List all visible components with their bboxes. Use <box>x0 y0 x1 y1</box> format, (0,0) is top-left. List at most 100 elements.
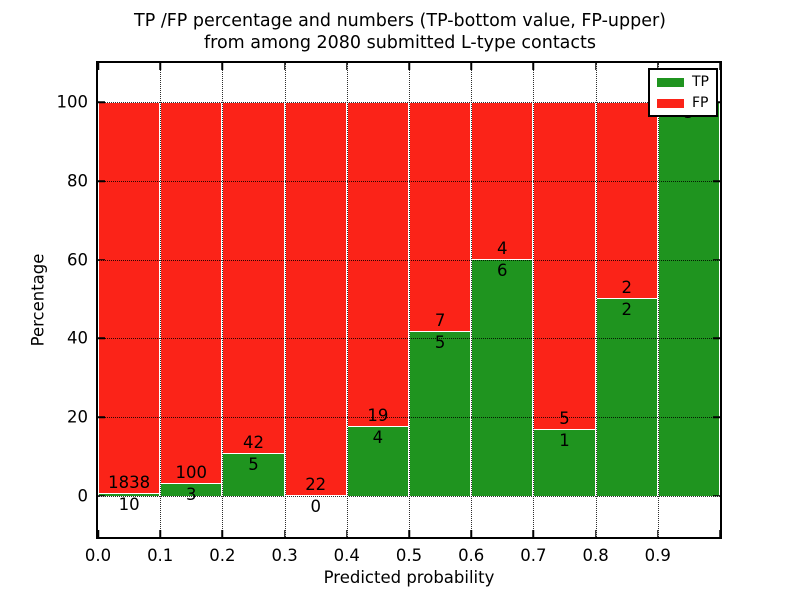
y-tick-mark <box>713 416 720 418</box>
tp-count-label: 2 <box>621 300 632 320</box>
x-tick-mark <box>159 63 161 70</box>
x-tick-mark <box>408 63 410 70</box>
tp-bar-segment <box>657 102 720 496</box>
legend-entry: FP <box>657 96 709 110</box>
plot-canvas: 1838101003425220194754651225 <box>97 63 721 537</box>
legend-entry-label: TP <box>692 74 709 90</box>
tp-bar-segment <box>409 331 472 496</box>
v-gridline <box>471 63 473 537</box>
x-tick-mark <box>657 530 659 537</box>
v-gridline <box>222 63 224 537</box>
fp-bar-segment <box>160 102 223 485</box>
v-gridline <box>284 63 286 537</box>
fp-bar-segment <box>222 102 285 454</box>
x-tick-mark <box>408 530 410 537</box>
x-tick-label: 0.6 <box>458 546 485 565</box>
legend-entry: TP <box>657 75 709 89</box>
tp-count-label: 5 <box>248 454 259 474</box>
tp-count-label: 3 <box>186 485 197 505</box>
v-gridline <box>595 63 597 537</box>
x-tick-mark <box>97 63 99 70</box>
fp-count-label: 42 <box>243 432 264 452</box>
tp-count-label: 5 <box>434 332 446 352</box>
legend: TP FP <box>648 68 718 117</box>
y-tick-mark <box>98 494 105 497</box>
y-tick-mark <box>98 180 105 182</box>
fp-bar-segment <box>595 102 658 299</box>
y-tick-mark <box>98 416 105 418</box>
fp-count-label: 19 <box>367 406 389 426</box>
tp-bar-segment <box>595 299 658 496</box>
v-gridline <box>657 63 659 537</box>
x-tick-mark <box>97 530 99 537</box>
v-gridline <box>409 63 410 537</box>
x-tick-mark <box>594 63 597 70</box>
tp-bar-segment <box>98 493 161 496</box>
x-tick-label: 0.0 <box>84 546 112 565</box>
y-tick-label: 20 <box>67 407 88 427</box>
x-tick-label: 0.8 <box>582 546 609 565</box>
x-tick-mark <box>594 530 597 537</box>
tp-bar-segment <box>471 259 534 496</box>
x-tick-mark <box>283 63 286 70</box>
fp-bar-segment <box>98 102 161 494</box>
y-tick-mark <box>98 337 105 340</box>
fp-bar-segment <box>284 102 347 496</box>
v-gridline <box>160 63 162 537</box>
y-tick-mark <box>98 101 105 104</box>
y-tick-label: 100 <box>56 92 89 112</box>
x-tick-mark <box>159 530 161 537</box>
y-tick-mark <box>713 494 720 497</box>
x-tick-label: 0.1 <box>147 546 174 565</box>
x-axis-label: Predicted probability <box>323 568 495 587</box>
x-tick-mark <box>532 530 535 537</box>
fp-count-label: 7 <box>434 310 446 330</box>
v-gridline <box>533 63 535 537</box>
x-tick-mark <box>346 63 348 70</box>
chart-title: TP /FP percentage and numbers (TP-bottom… <box>60 10 740 54</box>
tp-count-label: 10 <box>118 494 140 514</box>
fp-count-label: 1838 <box>108 472 151 492</box>
y-tick-mark <box>98 258 105 261</box>
x-tick-mark <box>719 530 721 537</box>
x-tick-label: 0.7 <box>520 546 547 565</box>
chart-title-line2: from among 2080 submitted L-type contact… <box>203 33 597 53</box>
fp-bar-segment <box>346 102 409 428</box>
x-tick-label: 0.3 <box>271 546 298 565</box>
fp-count-label: 2 <box>621 278 632 298</box>
v-gridline <box>346 63 348 537</box>
x-tick-mark <box>470 63 472 70</box>
chart-title-line1: TP /FP percentage and numbers (TP-bottom… <box>134 11 666 31</box>
fp-bar-segment <box>409 102 472 332</box>
fp-count-label: 5 <box>559 409 570 429</box>
tp-legend-swatch <box>657 77 684 87</box>
x-tick-mark <box>221 530 224 537</box>
legend-entry-label: FP <box>692 95 709 111</box>
tp-bar-segment <box>222 453 285 496</box>
x-tick-mark <box>470 530 472 537</box>
y-tick-mark <box>713 180 720 182</box>
fp-count-label: 100 <box>175 463 208 483</box>
x-tick-label: 0.4 <box>333 546 360 565</box>
fp-legend-swatch <box>657 98 684 108</box>
tp-count-label: 6 <box>497 260 508 280</box>
plot-area: 1838101003425220194754651225 <box>96 61 722 539</box>
x-tick-mark <box>719 63 721 70</box>
tp-bar-segment <box>533 430 596 496</box>
y-tick-mark <box>713 337 720 340</box>
fp-count-label: 4 <box>497 238 508 258</box>
y-tick-mark <box>713 258 720 261</box>
fp-count-label: 22 <box>305 474 327 494</box>
x-tick-mark <box>657 63 659 70</box>
y-tick-label: 40 <box>67 328 88 348</box>
x-tick-label: 0.5 <box>395 546 423 565</box>
x-tick-mark <box>221 63 224 70</box>
x-tick-label: 0.2 <box>209 546 236 565</box>
fp-bar-segment <box>533 102 596 431</box>
tp-count-label: 1 <box>559 431 570 451</box>
tp-count-label: 4 <box>372 428 384 448</box>
y-tick-label: 60 <box>67 250 88 270</box>
x-tick-mark <box>283 530 286 537</box>
x-tick-mark <box>532 63 535 70</box>
